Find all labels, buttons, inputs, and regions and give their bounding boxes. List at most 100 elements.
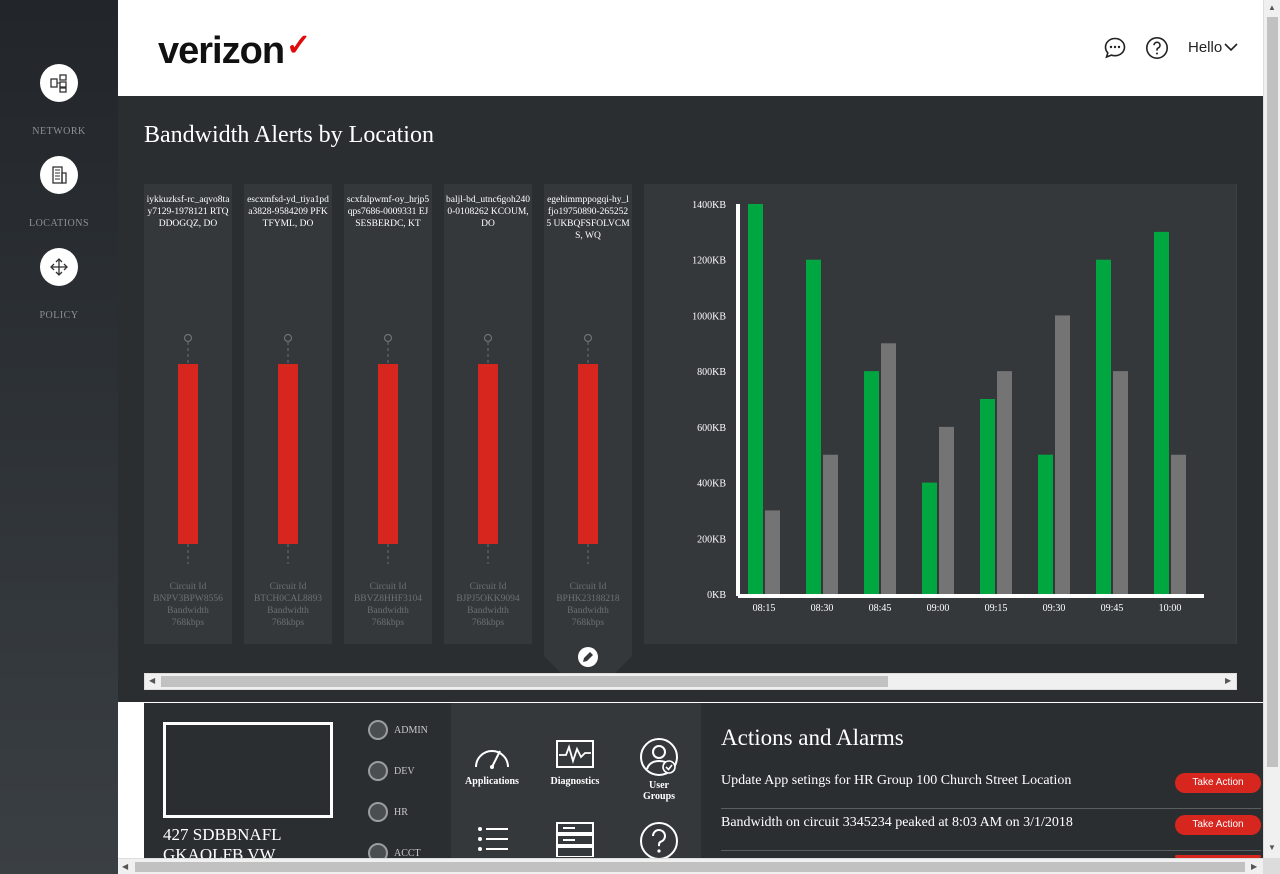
- cards-scrollbar[interactable]: ◀ ▶: [144, 673, 1237, 690]
- user-groups-tool[interactable]: User Groups: [624, 737, 694, 802]
- location-card[interactable]: egehimmppogqi-hy_lfjo19750890-2652525 UK…: [544, 184, 632, 644]
- greeting-text: Hello: [1188, 39, 1223, 56]
- scroll-right-icon[interactable]: ▶: [1225, 676, 1232, 685]
- chart-bar-series1: [980, 399, 995, 594]
- sidebar-item-network[interactable]: NETWORK: [0, 64, 118, 137]
- actions-title: Actions and Alarms: [721, 725, 904, 750]
- y-tick-label: 600KB: [697, 423, 726, 434]
- sidebar-item-label: LOCATIONS: [28, 218, 90, 229]
- circuit-bw-label: Bandwidth: [167, 606, 209, 616]
- location-card[interactable]: iykkuzksf-rc_aqvo8tay7129-1978121 RTQDDO…: [144, 184, 232, 644]
- chart-bar-series2: [765, 510, 780, 594]
- list-icon: [478, 827, 508, 851]
- circuit-bw-label: Bandwidth: [367, 606, 409, 616]
- scroll-right-icon[interactable]: ▶: [1251, 862, 1258, 871]
- circuit-info: Circuit Id BJPJ5OKK9094 Bandwidth 768kbps: [444, 581, 532, 629]
- page-vertical-scrollbar[interactable]: ▲ ▼: [1263, 0, 1280, 858]
- take-action-button[interactable]: Take Action: [1175, 815, 1261, 835]
- help-icon[interactable]: [1145, 36, 1169, 60]
- circuit-circuit: BJPJ5OKK9094: [456, 594, 520, 604]
- circuit-circuit: BNPV3BPW8556: [153, 594, 223, 604]
- user-group-hr[interactable]: HR: [368, 802, 408, 822]
- scrollbar-thumb[interactable]: [161, 676, 888, 687]
- list-tool[interactable]: [457, 823, 527, 862]
- take-action-button-partial[interactable]: [1175, 855, 1261, 858]
- applications-tool[interactable]: Applications: [457, 737, 527, 787]
- x-tick-label: 08:45: [869, 603, 892, 614]
- y-tick-label: 1200KB: [692, 256, 726, 267]
- location-name: baljl-bd_utnc6goh2400-0108262 KCOUM, DO: [446, 195, 530, 229]
- x-tick-label: 10:00: [1159, 603, 1182, 614]
- building-icon: [40, 156, 78, 194]
- user-group-admin[interactable]: ADMIN: [368, 720, 428, 740]
- circuit-info: Circuit Id BNPV3BPW8556 Bandwidth 768kbps: [144, 581, 232, 629]
- bandwidth-chart: 0KB 200KB 400KB 600KB 800KB 1000KB 1200KB 1400K…: [644, 184, 1236, 644]
- circuit-circuit-label: Circuit Id: [369, 582, 407, 592]
- chart-bar-series1: [1154, 231, 1169, 594]
- pulse-monitor-icon: [556, 740, 594, 768]
- location-card[interactable]: scxfalpwmf-oy_hrjp5qps7686-0009331 EJSES…: [344, 184, 432, 644]
- take-action-button[interactable]: Take Action: [1175, 773, 1261, 793]
- site-name-line1: 427 SDBBNAFL: [163, 825, 282, 844]
- user-icon: [368, 761, 388, 781]
- chart-bar-series1: [1096, 259, 1111, 594]
- chart-bar-series2: [1113, 371, 1128, 594]
- circuit-bw-label: Bandwidth: [567, 606, 609, 616]
- location-name: egehimmppogqi-hy_lfjo19750890-2652525 UK…: [546, 195, 630, 241]
- user-icon: [368, 720, 388, 740]
- scroll-down-icon[interactable]: ▼: [1268, 843, 1276, 852]
- scroll-left-icon[interactable]: ◀: [149, 676, 156, 685]
- help-circle-icon: [640, 822, 678, 860]
- y-tick-label: 200KB: [697, 534, 726, 545]
- tool-label: Groups: [642, 791, 676, 802]
- speedometer-icon: [475, 750, 509, 769]
- bandwidth-chart-svg: 0KB 200KB 400KB 600KB 800KB 1000KB 1200KB 1400K…: [692, 200, 1204, 614]
- servers-tool[interactable]: [540, 821, 610, 860]
- scroll-left-icon[interactable]: ◀: [122, 862, 129, 871]
- circuit-circuit: BBVZ8HHF3104: [353, 594, 423, 604]
- alarm-item: Bandwidth on circuit 3345234 peaked at 8…: [721, 809, 1261, 851]
- chart-bar-series2: [1055, 315, 1070, 594]
- move-arrows-icon: [40, 248, 78, 286]
- edit-tab[interactable]: [544, 644, 632, 674]
- user-icon: [368, 802, 388, 822]
- alert-bar-icon: [578, 333, 598, 564]
- verizon-logo[interactable]: verizon✓: [158, 29, 311, 73]
- user-group-label: HR: [394, 806, 408, 818]
- circuit-circuit-label: Circuit Id: [469, 582, 507, 592]
- next-panel-edge: [1236, 184, 1240, 644]
- user-group-dev[interactable]: DEV: [368, 761, 415, 781]
- sidebar-item-policy[interactable]: POLICY: [0, 248, 118, 321]
- chevron-down-icon: [1224, 39, 1238, 56]
- location-name: scxfalpwmf-oy_hrjp5qps7686-0009331 EJSES…: [346, 195, 430, 229]
- chart-bar-series2: [939, 426, 954, 594]
- checkmark-icon: ✓: [286, 29, 311, 62]
- chat-icon[interactable]: [1103, 36, 1127, 60]
- x-tick-label: 08:15: [753, 603, 776, 614]
- location-name: escxmfsd-yd_tiya1pda3828-9584209 PFKTFYM…: [247, 195, 329, 229]
- alarm-text: Bandwidth on circuit 3345234 peaked at 8…: [721, 815, 1073, 830]
- page-horizontal-scrollbar[interactable]: ◀ ▶: [118, 858, 1263, 874]
- chart-bar-series1: [806, 259, 821, 594]
- location-name: iykkuzksf-rc_aqvo8tay7129-1978121 RTQDDO…: [146, 195, 230, 229]
- scrollbar-thumb[interactable]: [135, 862, 1245, 872]
- location-card[interactable]: escxmfsd-yd_tiya1pda3828-9584209 PFKTFYM…: [244, 184, 332, 644]
- alarm-item: Update App setings for HR Group 100 Chur…: [721, 767, 1261, 809]
- y-tick-label: 400KB: [697, 479, 726, 490]
- scrollbar-thumb[interactable]: [1267, 17, 1278, 767]
- alert-bar-icon: [478, 333, 498, 564]
- user-menu[interactable]: Hello: [1188, 39, 1238, 56]
- y-tick-label: 0KB: [707, 590, 726, 601]
- alert-bar-icon: [278, 333, 298, 564]
- sidebar-item-locations[interactable]: LOCATIONS: [0, 156, 118, 229]
- chart-bar-series2: [1171, 454, 1186, 594]
- location-card[interactable]: baljl-bd_utnc6goh2400-0108262 KCOUM, DO C…: [444, 184, 532, 644]
- diagnostics-tool[interactable]: Diagnostics: [540, 737, 610, 787]
- x-tick-label: 09:00: [927, 603, 950, 614]
- circuit-bandwidth: 768kbps: [571, 618, 605, 628]
- scroll-up-icon[interactable]: ▲: [1268, 3, 1276, 12]
- x-tick-label: 09:30: [1043, 603, 1066, 614]
- user-group-label: DEV: [394, 765, 415, 777]
- site-panel: 427 SDBBNAFL GKAOLFB VW ADMIN DEV HR ACC…: [144, 703, 451, 864]
